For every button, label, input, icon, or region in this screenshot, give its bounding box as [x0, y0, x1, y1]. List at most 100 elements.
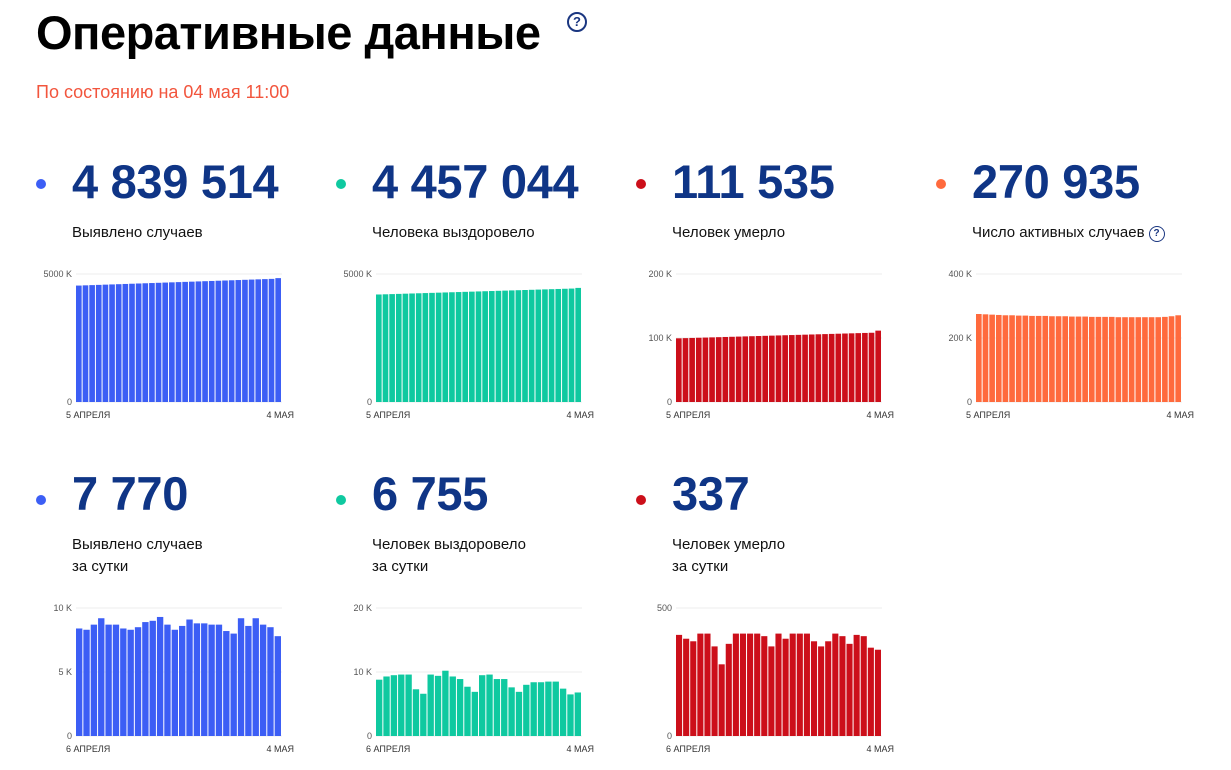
chart-cases: 0 5000 K 5 АПРЕЛЯ 4 МАЯ — [43, 269, 294, 420]
bar — [188, 281, 195, 402]
bar — [825, 641, 832, 736]
y-tick-label: 0 — [367, 731, 372, 741]
bar — [1015, 315, 1022, 402]
daily-recovered-color-dot — [336, 495, 346, 505]
bar — [769, 335, 775, 402]
stat-value: 7 770 — [72, 467, 189, 520]
bar — [842, 333, 848, 402]
bar — [555, 288, 562, 402]
stat-label: Человек выздоровело — [372, 536, 526, 553]
bar — [709, 337, 715, 402]
y-tick-label: 200 K — [648, 269, 672, 279]
bar — [562, 288, 568, 402]
bar — [1168, 316, 1175, 402]
bar — [169, 282, 175, 402]
stat-label: Человека выздоровело — [372, 224, 535, 241]
bar — [135, 283, 142, 402]
bar — [755, 336, 762, 402]
update-date: По состоянию на 04 мая 11:00 — [36, 82, 290, 102]
bar — [1155, 317, 1162, 402]
y-tick-label: 500 — [657, 603, 672, 613]
bar — [156, 616, 164, 736]
bar — [149, 283, 155, 402]
bar — [1062, 316, 1069, 402]
bar — [230, 633, 237, 736]
bar — [193, 623, 201, 736]
bar — [1042, 315, 1049, 402]
y-tick-label: 0 — [967, 397, 972, 407]
bar — [808, 334, 815, 402]
bar — [262, 279, 268, 402]
bar — [228, 280, 235, 402]
y-tick-label: 0 — [67, 397, 72, 407]
bar — [175, 282, 182, 402]
help-icon[interactable]: ? — [1148, 226, 1165, 242]
bar — [1022, 315, 1029, 402]
bar — [839, 636, 846, 736]
bar — [389, 294, 395, 402]
bar — [455, 292, 462, 402]
bar — [382, 294, 389, 402]
bar — [1075, 316, 1082, 402]
stat-label-row: Число активных случаев? — [972, 222, 1165, 244]
bar — [186, 619, 193, 736]
bar — [112, 624, 120, 736]
bar — [796, 633, 803, 736]
bar — [690, 641, 697, 736]
bar — [855, 333, 862, 402]
bar — [815, 334, 822, 402]
bar — [875, 330, 881, 402]
bar — [828, 333, 835, 402]
bar — [259, 624, 267, 736]
bar — [142, 622, 149, 736]
bar — [164, 624, 171, 736]
bar — [449, 676, 456, 736]
bar — [853, 634, 860, 736]
bar — [1049, 316, 1055, 402]
bar — [574, 692, 581, 736]
bar — [267, 627, 274, 736]
bar — [109, 284, 115, 402]
stat-value: 270 935 — [972, 155, 1140, 208]
chart-recovered: 0 5000 K 5 АПРЕЛЯ 4 МАЯ — [343, 269, 594, 420]
bar — [502, 290, 508, 402]
x-tick-label-start: 5 АПРЕЛЯ — [66, 410, 110, 420]
bar — [867, 647, 874, 736]
bar — [274, 636, 281, 736]
deaths-color-dot — [636, 179, 646, 189]
y-tick-label: 5000 K — [343, 269, 372, 279]
x-tick-label-end: 4 МАЯ — [1166, 410, 1194, 420]
bar — [1082, 316, 1088, 402]
y-tick-label: 10 K — [53, 603, 72, 613]
bar — [115, 284, 122, 402]
bar — [268, 278, 275, 402]
stat-label: Человек умерло — [672, 224, 786, 241]
y-tick-label: 200 K — [948, 333, 972, 343]
bar — [795, 334, 802, 402]
bar — [427, 674, 434, 736]
bar — [747, 633, 754, 736]
cases-color-dot — [36, 179, 46, 189]
y-tick-label: 10 K — [353, 667, 372, 677]
bar — [782, 638, 789, 736]
help-icon[interactable]: ? — [567, 12, 587, 32]
bar — [835, 333, 842, 402]
bar — [215, 624, 223, 736]
bar — [90, 624, 98, 736]
bar — [704, 633, 711, 736]
bar — [676, 634, 683, 736]
bar — [788, 335, 795, 402]
bar — [390, 675, 398, 736]
bar — [508, 290, 515, 402]
bar — [486, 674, 493, 736]
bar — [155, 282, 162, 402]
page-title: Оперативные данные — [36, 6, 541, 59]
x-tick-label-end: 4 МАЯ — [266, 744, 294, 754]
bar — [149, 620, 156, 736]
bar — [676, 338, 682, 402]
bar — [732, 633, 739, 736]
bar — [848, 333, 855, 402]
bar — [215, 280, 222, 402]
x-tick-label-end: 4 МАЯ — [566, 744, 594, 754]
x-tick-label-end: 4 МАЯ — [266, 410, 294, 420]
